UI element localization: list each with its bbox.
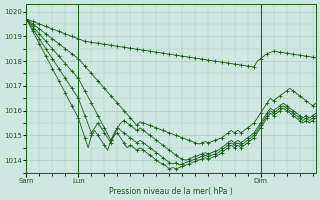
- X-axis label: Pression niveau de la mer( hPa ): Pression niveau de la mer( hPa ): [109, 187, 233, 196]
